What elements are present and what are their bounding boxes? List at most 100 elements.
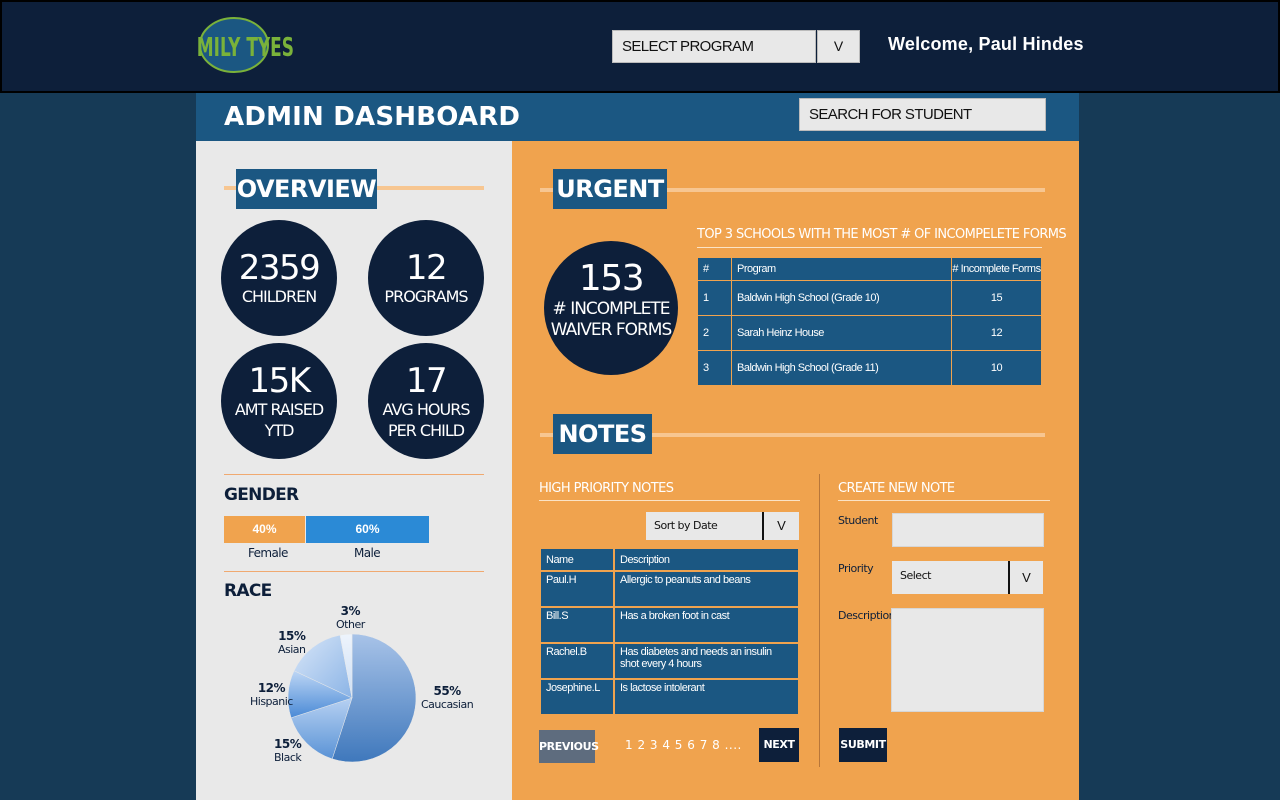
- pie-slice-other: [339, 633, 353, 699]
- program-select-arrow[interactable]: V: [817, 30, 860, 63]
- table-row[interactable]: 3 Baldwin High School (Grade 11) 10: [697, 350, 1042, 386]
- overview-panel: OVERVIEW 2359 CHILDREN 12 PROGRAMS 15K A…: [196, 141, 512, 800]
- note-description: Is lactose intolerant: [613, 678, 800, 716]
- note-description: Has diabetes and needs an insulin shot e…: [613, 642, 800, 680]
- gender-female-label: Female: [248, 546, 288, 560]
- urgent-notes-panel: URGENT 153 # INCOMPLETE WAIVER FORMS TOP…: [512, 141, 1079, 800]
- page-title: ADMIN DASHBOARD: [224, 102, 521, 132]
- previous-button[interactable]: PREVIOUS: [539, 730, 599, 763]
- urgent-rule: [540, 188, 1045, 192]
- next-button[interactable]: NEXT: [759, 728, 799, 762]
- caption-rule: [539, 500, 800, 501]
- col-incomplete-forms: # Incomplete Forms: [951, 257, 1042, 281]
- note-name: Bill.S: [539, 606, 615, 644]
- stat-amount-label: AMT RAISED: [234, 400, 324, 419]
- pie-name-other: Other: [336, 618, 365, 631]
- top-bar: FAMILY TYES SELECT PROGRAM V Welcome, Pa…: [0, 0, 1280, 93]
- pie-slice-caucasian: [331, 633, 417, 763]
- table-row[interactable]: Bill.S Has a broken foot in cast: [539, 606, 800, 644]
- row-program: Sarah Heinz House: [731, 315, 952, 351]
- stat-children-label: CHILDREN: [241, 287, 317, 306]
- pie-pct-asian: 15%: [278, 629, 306, 643]
- row-count: 15: [951, 280, 1042, 316]
- pie-pct-caucasian: 55%: [433, 684, 461, 698]
- student-input[interactable]: [892, 513, 1044, 547]
- incomplete-waiver-stat: 153 # INCOMPLETE WAIVER FORMS: [544, 241, 678, 375]
- stat-avg-hours: 17 AVG HOURS PER CHILD: [368, 343, 484, 459]
- stat-children-value: 2359: [238, 248, 321, 288]
- row-count: 12: [951, 315, 1042, 351]
- stat-hours-value: 17: [405, 361, 448, 401]
- pie-name-asian: Asian: [278, 643, 306, 656]
- family-tyes-logo[interactable]: FAMILY TYES: [198, 14, 338, 76]
- gender-title: GENDER: [224, 485, 299, 505]
- note-name: Paul.H: [539, 570, 615, 608]
- search-student-input[interactable]: SEARCH FOR STUDENT: [799, 98, 1046, 131]
- row-rank: 1: [697, 280, 732, 316]
- row-rank: 3: [697, 350, 732, 386]
- pie-label-asian: 15% Asian: [278, 629, 306, 657]
- urgent-title: URGENT: [553, 169, 667, 209]
- overview-title: OVERVIEW: [236, 169, 377, 209]
- divider: [224, 474, 484, 475]
- stat-amount-value: 15K: [248, 361, 311, 401]
- caption-rule: [838, 500, 1050, 501]
- incomplete-schools-table: # Program # Incomplete Forms 1 Baldwin H…: [697, 257, 1042, 386]
- note-description: Allergic to peanuts and beans: [613, 570, 800, 608]
- col-name: Name: [539, 547, 615, 572]
- pagination[interactable]: 1 2 3 4 5 6 7 8 ....: [625, 738, 742, 752]
- pie-name-black: Black: [274, 751, 302, 764]
- stat-amount-raised: 15K AMT RAISED YTD: [221, 343, 337, 459]
- pie-pct-hispanic: 12%: [257, 681, 286, 695]
- note-name: Josephine.L: [539, 678, 615, 716]
- submit-button[interactable]: SUBMIT: [839, 728, 887, 762]
- stat-hours-label: AVG HOURS: [382, 400, 471, 419]
- pie-pct-black: 15%: [274, 737, 302, 751]
- description-textarea[interactable]: [891, 608, 1044, 712]
- sort-select[interactable]: Sort by Date (Increasing): [646, 512, 764, 560]
- welcome-message: Welcome, Paul Hindes: [888, 34, 1084, 54]
- table-row[interactable]: 2 Sarah Heinz House 12: [697, 315, 1042, 351]
- priority-label: Priority: [838, 562, 874, 575]
- student-label: Student: [838, 514, 878, 527]
- priority-select-arrow[interactable]: V: [1008, 561, 1043, 594]
- stat-programs: 12 PROGRAMS: [368, 220, 484, 336]
- pie-name-caucasian: Caucasian: [421, 698, 474, 711]
- stat-hours-label-2: PER CHILD: [387, 421, 465, 440]
- race-title: RACE: [224, 581, 272, 601]
- description-label: Description: [838, 609, 896, 622]
- table-row[interactable]: Josephine.L Is lactose intolerant: [539, 678, 800, 716]
- stat-children: 2359 CHILDREN: [221, 220, 337, 336]
- table-header-row: Name Description: [539, 547, 800, 572]
- notes-divider: [819, 474, 820, 767]
- note-description: Has a broken foot in cast: [613, 606, 800, 644]
- pie-name-hispanic: Hispanic: [250, 695, 293, 708]
- col-program: Program: [731, 257, 952, 281]
- program-select[interactable]: SELECT PROGRAM: [612, 30, 816, 63]
- logo-wordmark: FAMILY TYES: [198, 33, 294, 63]
- pie-label-hispanic: 12% Hispanic: [250, 681, 293, 709]
- table-row[interactable]: Rachel.B Has diabetes and needs an insul…: [539, 642, 800, 680]
- col-rank: #: [697, 257, 732, 281]
- gender-female-bar: 40%: [224, 516, 305, 543]
- sort-select-arrow[interactable]: V: [762, 512, 799, 540]
- stat-programs-label: PROGRAMS: [384, 287, 468, 306]
- pie-label-other: 3% Other: [336, 605, 365, 632]
- race-pie-chart: [287, 633, 417, 763]
- table-row[interactable]: 1 Baldwin High School (Grade 10) 15: [697, 280, 1042, 316]
- row-program: Baldwin High School (Grade 11): [731, 350, 952, 386]
- pie-label-caucasian: 55% Caucasian: [421, 684, 474, 712]
- table-row[interactable]: Paul.H Allergic to peanuts and beans: [539, 570, 800, 608]
- incomplete-waiver-label-2: WAIVER FORMS: [550, 320, 673, 340]
- pie-slice-black: [290, 697, 353, 760]
- priority-select[interactable]: Select: [892, 561, 1010, 594]
- stat-programs-value: 12: [405, 248, 448, 288]
- high-priority-caption: HIGH PRIORITY NOTES: [539, 481, 674, 496]
- incomplete-waiver-label: # INCOMPLETE: [552, 299, 671, 319]
- notes-rule: [540, 433, 1045, 437]
- col-description: Description: [613, 547, 800, 572]
- notes-title: NOTES: [553, 414, 652, 454]
- note-name: Rachel.B: [539, 642, 615, 680]
- dashboard-header: ADMIN DASHBOARD SEARCH FOR STUDENT: [196, 93, 1079, 141]
- row-program: Baldwin High School (Grade 10): [731, 280, 952, 316]
